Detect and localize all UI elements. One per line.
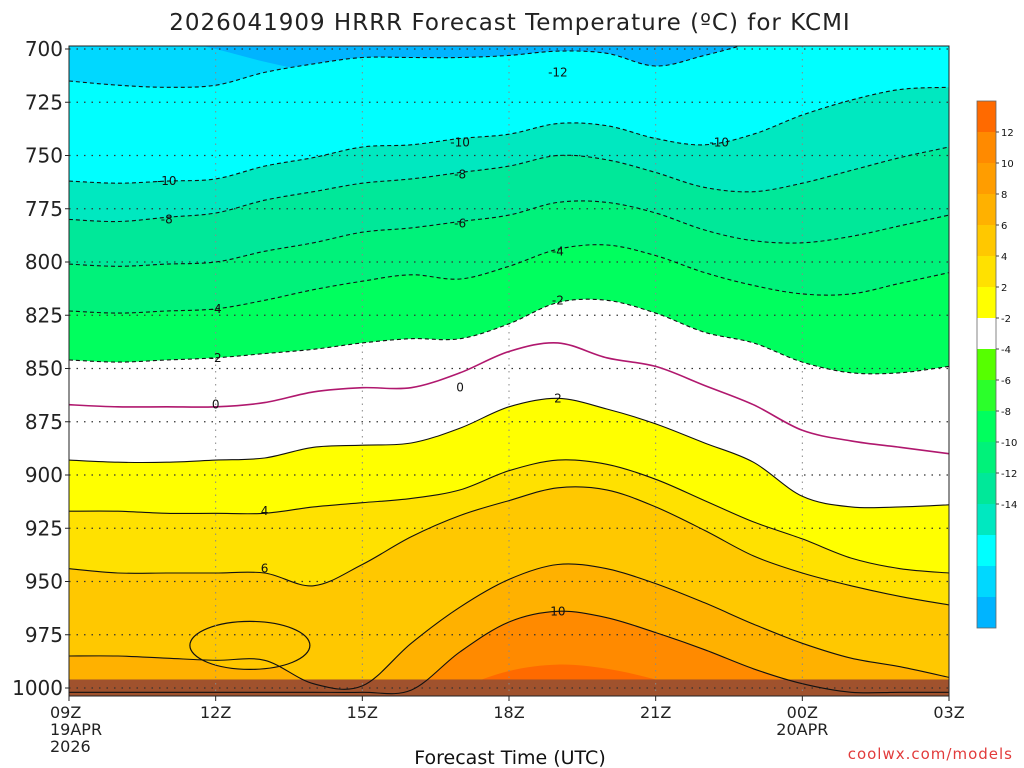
credit-text: coolwx.com/models [848,745,1013,763]
contour-line [69,146,949,223]
x-tick-label: 15Z [347,703,378,722]
y-tick-label: 725 [25,90,63,114]
contour-line [69,46,743,88]
colorbar-cell [977,132,996,163]
colorbar-label: -14 [1001,500,1017,511]
colorbar-label: -4 [1001,345,1011,356]
y-tick-label: 775 [25,197,63,221]
contour-label: -2 [210,351,222,365]
contour-label: 0 [456,381,464,395]
grid-lines [69,46,949,696]
y-tick-label: 800 [25,250,63,274]
contour-bubble [189,620,311,671]
colorbar-cell [977,473,996,504]
y-tick-label: 900 [25,463,63,487]
colorbar-label: -2 [1001,314,1011,325]
contour-label: 4 [261,504,269,518]
x-tick-label: 18Z [493,703,524,722]
contour-line [69,341,949,455]
contour-line [69,459,949,574]
contour-label: -8 [161,212,173,226]
y-tick-label: 925 [25,516,63,540]
colorbar-label: 4 [1001,252,1007,263]
contour-label: -10 [157,174,177,188]
colorbar-cell [977,163,996,194]
x-tick-label: 03Z [933,703,964,722]
contour-label: -4 [552,244,564,258]
y-tick-label: 850 [25,357,63,381]
colorbar-cell [977,287,996,318]
y-axis: 700 725 750 775 800 825 850 875 900 925 950 975 1000 [12,37,69,700]
fill-band [69,611,949,696]
contour-line [69,86,949,184]
colorbar-cell [977,101,996,132]
x-axis-label: Forecast Time (UTC) [414,747,605,768]
contour-line [69,298,949,375]
colorbar-cell [977,442,996,473]
x-tick-label: 20APR [776,720,828,739]
contour-label: 6 [261,562,269,576]
colorbar-cell [977,318,996,349]
colorbar-label: 8 [1001,190,1007,201]
contour-label: -2 [552,293,564,307]
x-tick-label: 19APR [50,720,102,739]
contour-line [69,563,949,690]
contour-line [69,397,949,509]
colorbar: 12 10 8 6 4 2 -2 -4 -6 -8 -10 -12 -14 [976,100,1017,629]
colorbar-cell [977,566,996,597]
colorbar-cell [977,256,996,287]
colorbar-label: -8 [1001,407,1011,418]
contour-label: -12 [548,65,568,79]
colorbar-cell [977,535,996,566]
contour-label: -4 [210,302,222,316]
contour-label: 0 [212,398,220,412]
colorbar-label: -10 [1001,438,1017,449]
x-tick-label: 2026 [50,737,91,756]
colorbar-cell [977,411,996,442]
contour-labels: -12 -10 -10 -10 -8 -8 -6 -4 -4 -2 -2 0 0 2 4 6 10 [157,65,729,618]
colorbar-label: 6 [1001,221,1007,232]
y-tick-label: 1000 [12,676,63,700]
colorbar-label: -6 [1001,376,1011,387]
contour-line [69,610,949,695]
x-tick-label: 12Z [200,703,231,722]
y-tick-label: 700 [25,37,63,61]
colorbar-label: 2 [1001,283,1007,294]
y-tick-label: 875 [25,410,63,434]
contour-label: 2 [554,391,562,405]
contour-label: -10 [450,136,470,150]
colorbar-cell [977,597,996,628]
contour-line [69,200,949,267]
contour-label: -10 [709,136,729,150]
x-tick-label: 09Z [50,703,81,722]
colorbar-cell [977,194,996,225]
colorbar-frame [976,100,997,629]
colorbar-cell [977,349,996,380]
contour-fills [69,46,949,696]
colorbar-cell [977,225,996,256]
colorbar-label: 10 [1001,159,1014,170]
contour-line [69,486,949,606]
y-tick-label: 950 [25,570,63,594]
y-tick-label: 975 [25,623,63,647]
colorbar-cell [977,504,996,535]
colorbar-label: 12 [1001,128,1014,139]
contour-label: -8 [454,168,466,182]
contour-lines [69,46,949,695]
y-tick-label: 750 [25,144,63,168]
contour-label: 10 [550,604,565,618]
y-tick-label: 825 [25,303,63,327]
x-tick-label: 21Z [640,703,671,722]
colorbar-label: -12 [1001,469,1017,480]
contour-label: -6 [454,217,466,231]
colorbar-cell [977,380,996,411]
x-tick-label: 00Z [787,703,818,722]
chart-title: 2026041909 HRRR Forecast Temperature (ºC… [169,10,850,36]
